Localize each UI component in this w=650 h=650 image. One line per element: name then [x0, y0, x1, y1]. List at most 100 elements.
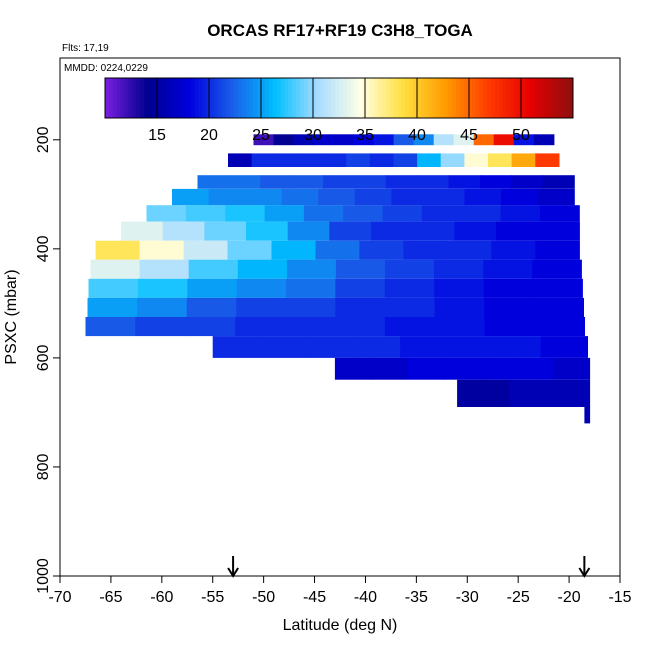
- heatmap-cell: [511, 153, 536, 167]
- heatmap-cell: [384, 317, 436, 337]
- heatmap-cell: [535, 240, 580, 260]
- heatmap-cell: [335, 297, 386, 317]
- heatmap-cell: [516, 357, 554, 380]
- heatmap-cell: [563, 379, 591, 407]
- colorbar-segment: [222, 78, 227, 118]
- heatmap-cell: [537, 221, 580, 241]
- heatmap-cell: [382, 205, 423, 222]
- colorbar-segment: [354, 78, 359, 118]
- heatmap-cell: [496, 221, 539, 241]
- colorbar-segment: [444, 78, 449, 118]
- colorbar-segment: [257, 78, 262, 118]
- colorbar-segment: [385, 78, 391, 118]
- colorbar-segment: [541, 78, 547, 118]
- colorbar-segment: [350, 78, 356, 118]
- heatmap-cell: [427, 188, 466, 206]
- colorbar-segment: [479, 78, 484, 118]
- colorbar-segment: [105, 78, 110, 118]
- colorbar-segment: [167, 78, 172, 118]
- colorbar-segment: [456, 78, 461, 118]
- heatmap-cell: [291, 175, 324, 189]
- x-axis: -70 -65 -60 -55 -50 -45 -40 -35 -30 -25 -20 -15: [48, 576, 632, 606]
- colorbar-segment: [202, 78, 207, 118]
- heatmap-cell: [281, 188, 319, 206]
- colorbar-segment: [245, 78, 250, 118]
- colorbar-segment: [331, 78, 336, 118]
- heatmap-cell: [287, 221, 330, 241]
- colorbar-segment: [116, 78, 122, 118]
- colorbar-segment: [323, 78, 328, 118]
- heatmap-cell: [384, 278, 435, 298]
- heatmap-cell: [318, 188, 356, 206]
- heatmap-cell: [540, 336, 588, 358]
- colorbar-segment: [179, 78, 184, 118]
- colorbar-segment: [452, 78, 457, 118]
- heatmap-cell: [535, 153, 560, 167]
- colorbar-segment: [311, 78, 317, 118]
- colorbar-tick-label: 50: [512, 127, 530, 144]
- colorbar-segment: [124, 78, 129, 118]
- heatmap-cell: [271, 240, 317, 260]
- heatmap-cell: [253, 134, 275, 146]
- colorbar-segment: [218, 78, 223, 118]
- flights-note: Flts: 17,19: [62, 43, 109, 54]
- y-tick-label: 600: [35, 344, 52, 371]
- colorbar-segment: [502, 78, 508, 118]
- heatmap-cell: [371, 357, 409, 380]
- colorbar-tick-label: 20: [200, 127, 218, 144]
- colorbar-segment: [358, 78, 363, 118]
- colorbar-segment: [498, 78, 504, 118]
- colorbar-segment: [393, 78, 398, 118]
- colorbar-tick-label: 35: [356, 127, 374, 144]
- colorbar-segment: [487, 78, 492, 118]
- colorbar-segment: [159, 78, 164, 118]
- x-tick-label: -65: [99, 589, 122, 606]
- colorbar-segment: [315, 78, 320, 118]
- heatmap-cell: [480, 357, 518, 380]
- colorbar-segment: [237, 78, 242, 118]
- heatmap-cell: [491, 240, 536, 260]
- heatmap-cell: [354, 188, 392, 206]
- colorbar-segment: [491, 78, 496, 118]
- heatmap-cell: [385, 297, 436, 317]
- y-tick-label: 400: [35, 235, 52, 262]
- colorbar-segment: [284, 78, 289, 118]
- heatmap-cell: [400, 336, 448, 358]
- colorbar-segment: [495, 78, 500, 118]
- colorbar-segment: [186, 78, 192, 118]
- colorbar-segment: [300, 78, 305, 118]
- colorbar-segment: [171, 78, 176, 118]
- heatmap-cell: [369, 153, 394, 167]
- heatmap-cell: [537, 188, 575, 206]
- colorbar-segment: [132, 78, 137, 118]
- heatmap-cell: [335, 259, 386, 279]
- colorbar-tick-label: 25: [252, 127, 270, 144]
- heatmap-cell: [329, 221, 372, 241]
- heatmap-cell: [264, 205, 305, 222]
- colorbar-segment: [253, 78, 258, 118]
- heatmap-cell: [533, 134, 555, 146]
- heatmap-cell: [434, 259, 484, 279]
- x-tick-label: -40: [354, 589, 377, 606]
- heatmap-cell: [137, 278, 188, 298]
- heatmap-cell: [228, 175, 261, 189]
- heatmap-cell: [534, 317, 585, 337]
- x-tick-label: -20: [558, 589, 581, 606]
- colorbar-segment: [346, 78, 352, 118]
- heatmap-cell: [306, 336, 354, 358]
- heatmap-cell: [473, 134, 495, 146]
- colorbar-segment: [366, 78, 371, 118]
- x-tick-label: -60: [150, 589, 173, 606]
- colorbar-segment: [440, 78, 445, 118]
- heatmap-cell: [385, 259, 435, 279]
- heatmap-cell: [446, 336, 495, 358]
- heatmap-cell: [227, 240, 273, 260]
- colorbar-segment: [378, 78, 383, 118]
- colorbar-segment: [183, 78, 188, 118]
- colorbar-segment: [467, 78, 473, 118]
- colorbar-segment: [288, 78, 293, 118]
- heatmap-cell: [185, 205, 226, 222]
- heatmap-cell: [510, 379, 538, 407]
- heatmap-cell: [95, 240, 141, 260]
- colorbar-segment: [261, 78, 266, 118]
